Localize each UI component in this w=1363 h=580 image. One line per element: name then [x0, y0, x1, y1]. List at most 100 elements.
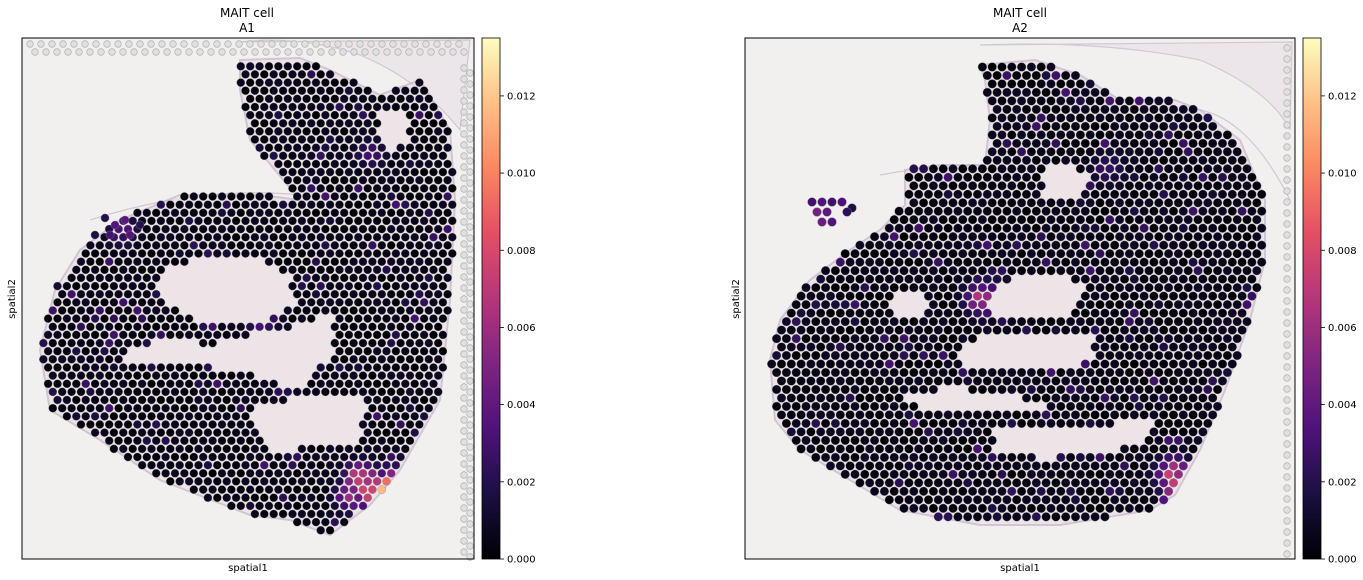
- spot: [1129, 495, 1139, 505]
- colorbar-tick-label: 0.004: [507, 400, 536, 411]
- spot: [1198, 206, 1208, 216]
- spot: [958, 215, 968, 225]
- spot: [325, 167, 335, 177]
- fiducial-spot: [460, 350, 468, 358]
- spot: [292, 127, 302, 136]
- spot: [410, 86, 419, 95]
- spot: [448, 216, 457, 226]
- spot: [1036, 181, 1046, 191]
- spot: [377, 257, 387, 266]
- fiducial-spot: [460, 218, 468, 226]
- spot: [278, 200, 288, 209]
- spot: [1012, 189, 1022, 199]
- spot: [147, 379, 156, 389]
- spot: [1100, 461, 1110, 471]
- spot: [816, 308, 826, 318]
- spot: [933, 512, 943, 522]
- spot: [1110, 478, 1120, 488]
- spot: [1129, 155, 1139, 165]
- spot: [928, 164, 938, 174]
- spot: [213, 428, 222, 437]
- spot: [923, 189, 934, 199]
- spot: [1041, 104, 1051, 114]
- spot: [1061, 495, 1071, 505]
- spot: [396, 403, 405, 413]
- spot: [1129, 172, 1139, 182]
- spot: [1105, 249, 1115, 259]
- spot: [269, 70, 278, 79]
- spot: [1021, 478, 1032, 488]
- spot: [321, 387, 330, 397]
- spot: [283, 159, 293, 169]
- spot: [1154, 283, 1164, 293]
- spot: [1007, 317, 1017, 327]
- spot: [997, 79, 1007, 89]
- spot: [123, 338, 133, 348]
- spot: [372, 444, 382, 454]
- spot: [109, 395, 119, 405]
- spot: [1007, 198, 1017, 208]
- spot: [419, 151, 429, 161]
- spot: [307, 249, 316, 258]
- spot: [415, 306, 424, 315]
- spot: [260, 86, 269, 95]
- spot: [231, 249, 241, 258]
- spot: [274, 62, 283, 71]
- spot: [1149, 138, 1159, 148]
- spot: [189, 371, 199, 380]
- spot: [1075, 96, 1085, 106]
- spot: [429, 314, 438, 323]
- spot: [1085, 469, 1095, 479]
- spot: [938, 418, 948, 428]
- spot: [830, 418, 840, 428]
- fiducial-spot: [460, 185, 468, 193]
- spot: [958, 181, 968, 191]
- spot: [923, 274, 934, 284]
- fiducial-spot: [1283, 506, 1291, 514]
- spot: [372, 314, 382, 323]
- spot: [354, 444, 363, 454]
- spot: [382, 102, 391, 112]
- spot: [874, 427, 885, 437]
- spot: [958, 300, 968, 310]
- fiducial-spot: [213, 40, 221, 48]
- fiducial-spot: [174, 48, 182, 56]
- spot: [1017, 452, 1027, 462]
- spot: [1164, 215, 1174, 225]
- spot: [1124, 249, 1134, 259]
- spot: [1012, 138, 1022, 148]
- spot: [840, 266, 850, 276]
- fiducial-spot: [26, 40, 34, 48]
- spot: [1090, 240, 1100, 250]
- spot: [968, 367, 978, 378]
- spot: [1080, 359, 1090, 369]
- spot: [1105, 283, 1115, 293]
- spot: [424, 289, 434, 299]
- spot: [147, 363, 156, 372]
- spot: [1154, 469, 1164, 479]
- spot: [419, 412, 429, 421]
- spot: [958, 452, 968, 462]
- spot: [424, 94, 434, 104]
- spot: [264, 501, 274, 511]
- spot: [772, 384, 782, 395]
- spot: [801, 401, 811, 411]
- spot: [358, 143, 368, 152]
- spot: [1115, 249, 1125, 259]
- spot: [909, 418, 919, 428]
- spot: [297, 444, 307, 454]
- spot: [438, 119, 448, 128]
- spot: [1119, 223, 1130, 233]
- spot: [933, 427, 943, 437]
- spot: [1208, 155, 1218, 165]
- spot: [386, 257, 396, 266]
- spot: [443, 175, 452, 185]
- spot: [953, 274, 963, 284]
- spot: [123, 420, 133, 429]
- spot: [100, 298, 109, 307]
- spot: [339, 241, 349, 250]
- spot: [1007, 418, 1017, 428]
- fiducial-spot: [466, 124, 474, 132]
- spot: [363, 119, 372, 128]
- spot: [909, 452, 919, 462]
